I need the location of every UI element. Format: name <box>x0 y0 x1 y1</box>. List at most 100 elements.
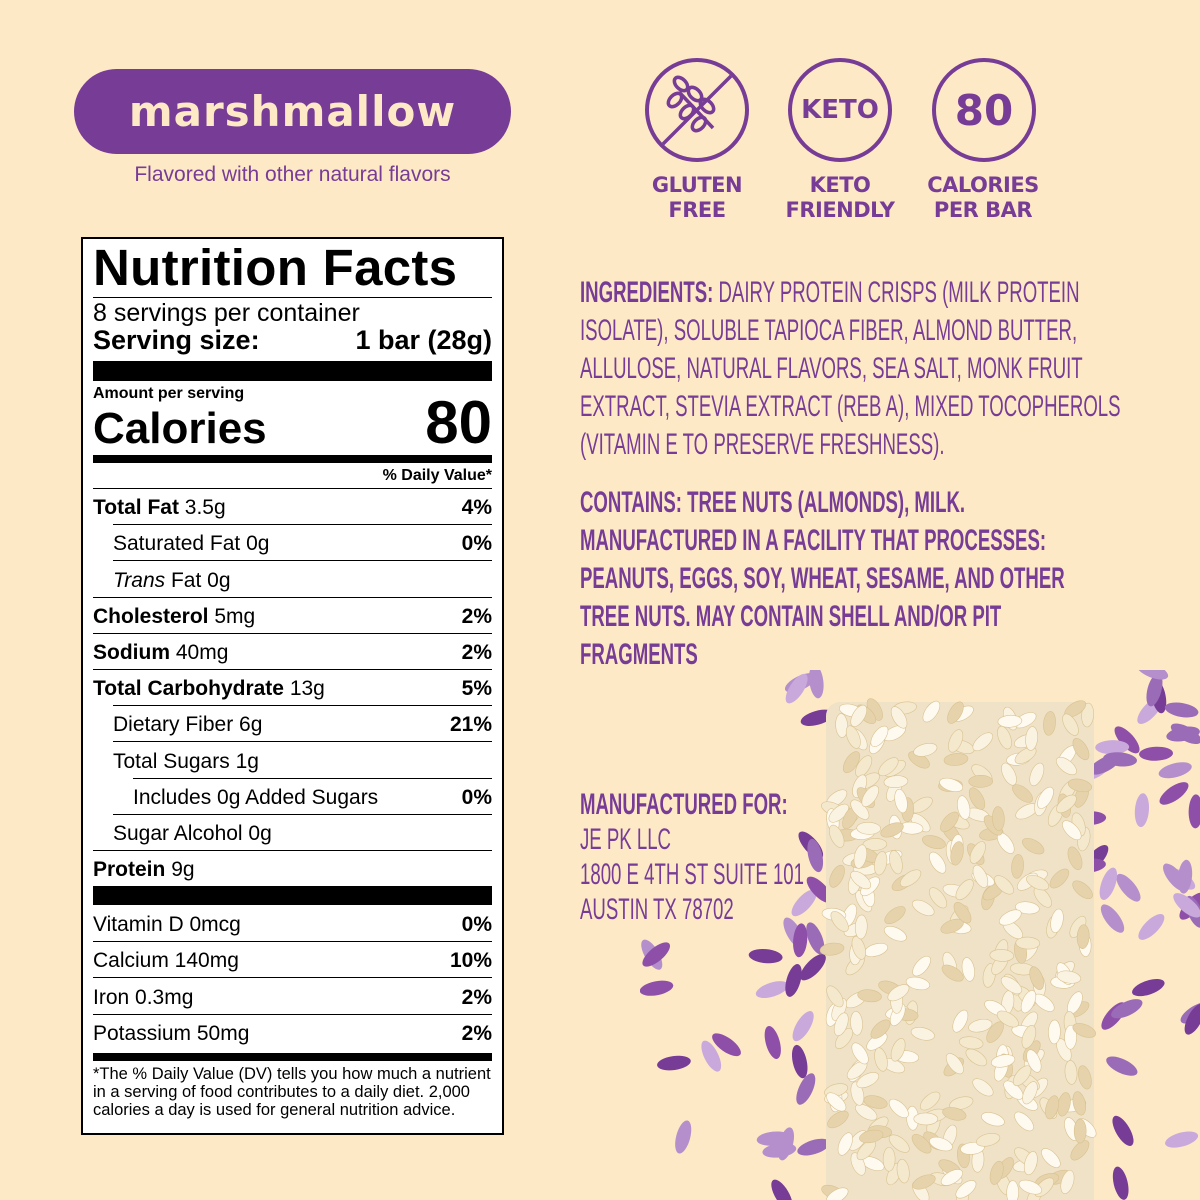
vitamin-row: Vitamin D 0mcg 0% <box>93 905 492 941</box>
rice-crisp <box>827 1110 849 1129</box>
ingredients-label: INGREDIENTS: <box>580 276 714 309</box>
vitamin-row: Potassium 50mg 2% <box>93 1013 492 1050</box>
nutrient-amount: Fat 0g <box>170 568 231 592</box>
vitamin-amount: Iron 0.3mg <box>93 985 194 1009</box>
rice-speck <box>642 942 671 967</box>
nutrient-amount: 13g <box>289 677 325 701</box>
rice-speck <box>1136 670 1169 680</box>
label-line: PER BAR <box>933 198 1033 222</box>
rice-crisp <box>1048 1019 1061 1045</box>
nutrient-name: Total Sugars 1g <box>113 750 259 774</box>
rice-speck <box>764 1025 781 1059</box>
rice-crisp <box>1029 966 1044 990</box>
badge-label-calories: CALORIES PER BAR <box>908 173 1058 223</box>
nutrient-name: Protein 9g <box>93 858 195 882</box>
rice-crisp <box>911 1134 932 1154</box>
rice-crisp <box>1015 901 1040 915</box>
rice-crisp <box>921 835 946 850</box>
rice-crisp <box>940 811 959 833</box>
rice-speck <box>807 838 824 873</box>
nutrient-row: Protein 9g <box>93 849 492 886</box>
rice-crisp <box>965 1048 988 1067</box>
rice-speck <box>1116 873 1141 902</box>
rice-speck <box>1089 754 1121 775</box>
rice-crisp <box>1072 1023 1096 1038</box>
rice-crisp <box>996 1010 1019 1028</box>
rice-crisp <box>912 899 935 916</box>
nutrient-dv: 0% <box>461 785 492 809</box>
rice-speck <box>1106 1056 1138 1076</box>
rice-crisp <box>1049 868 1070 889</box>
rice-crisp <box>1064 1060 1078 1085</box>
nutrient-amount: Dietary Fiber 6g <box>113 713 263 737</box>
rice-speck <box>800 954 826 981</box>
rice-crisp <box>894 788 908 814</box>
rice-crisp <box>912 955 931 977</box>
rice-crisp <box>945 1053 964 1075</box>
nutrient-amount: 3.5g <box>184 496 226 520</box>
rice-speck <box>1112 1115 1134 1146</box>
rice-crisp <box>855 1103 878 1121</box>
rice-speck <box>771 1179 793 1200</box>
rice-crisp <box>1012 784 1033 803</box>
rice-crisp <box>953 902 972 924</box>
rice-crisp <box>1056 794 1077 814</box>
nutrient-label: Cholesterol <box>93 604 209 628</box>
rice-crisp <box>939 777 964 793</box>
allergen-statement: CONTAINS: TREE NUTS (ALMONDS), MILK. MAN… <box>580 484 1200 674</box>
nutrient-name: Trans Fat 0g <box>113 569 231 593</box>
rice-crisp <box>1050 908 1064 933</box>
rice-crisp <box>884 906 906 925</box>
rice-crisp <box>1021 1025 1037 1049</box>
rice-crisp <box>955 1180 977 1199</box>
rice-crisp <box>1029 762 1045 787</box>
rice-crisp <box>1023 1151 1038 1176</box>
rice-crisp <box>1041 1148 1061 1168</box>
rice-speck <box>701 1040 722 1072</box>
rice-crisp <box>989 949 1015 962</box>
rice-crisp <box>896 1158 910 1184</box>
rice-crisp <box>899 869 922 888</box>
rice-crisp <box>947 701 964 724</box>
rice-crisp <box>857 989 882 1003</box>
nutrient-row: Trans Fat 0g <box>113 560 492 596</box>
rice-crisp <box>1072 1091 1086 1116</box>
rice-crisp <box>1026 874 1050 891</box>
rice-crisp <box>861 785 879 807</box>
contains-line: TREE NUTS. MAY CONTAIN SHELL AND/OR PIT <box>580 600 1002 633</box>
rice-speck <box>785 673 808 704</box>
vitamin-amount: Calcium 140mg <box>93 949 239 973</box>
calories-row: Calories 80 <box>93 393 492 453</box>
ingredients-line: EXTRACT, STEVIA EXTRACT (REB A), MIXED T… <box>580 390 1121 423</box>
rice-crisp <box>1022 1081 1038 1105</box>
keto-badge: KETO <box>788 58 892 162</box>
rice-crisp <box>826 985 844 1008</box>
rice-crisp <box>905 976 931 991</box>
rice-speck <box>791 1044 808 1079</box>
manufacturer: MANUFACTURED FOR: JE PK LLC 1800 E 4TH S… <box>580 786 941 926</box>
rice-speck <box>1095 740 1130 755</box>
rice-crisp <box>856 1072 880 1089</box>
rice-crisp <box>942 1107 967 1121</box>
rice-crisp <box>969 841 986 864</box>
nutrient-name: Dietary Fiber 6g <box>113 713 262 737</box>
nutrient-row: Cholesterol 5mg 2% <box>93 596 492 633</box>
contains-line: CONTAINS: TREE NUTS (ALMONDS), MILK. <box>580 486 966 519</box>
rice-crisp <box>870 725 889 747</box>
rice-crisp <box>850 870 872 890</box>
nutrient-amount: 5mg <box>214 604 256 628</box>
rice-crisp <box>1012 1065 1032 1087</box>
rice-crisp <box>1067 778 1093 793</box>
rice-crisp <box>1014 1111 1034 1132</box>
flavor-note: Flavored with other natural flavors <box>134 163 451 186</box>
nutrient-name: Sugar Alcohol 0g <box>113 822 272 846</box>
rice-crisp <box>1014 746 1037 764</box>
rice-speck <box>755 981 789 999</box>
rice-crisp <box>913 742 938 757</box>
rice-crisp <box>842 751 861 774</box>
ingredients-line: DAIRY PROTEIN CRISPS (MILK PROTEIN <box>718 276 1080 309</box>
rice-crisp <box>1062 820 1082 841</box>
rice-speck <box>657 1055 691 1071</box>
rice-crisp <box>1070 1140 1090 1161</box>
rice-crisp <box>1064 1024 1077 1050</box>
